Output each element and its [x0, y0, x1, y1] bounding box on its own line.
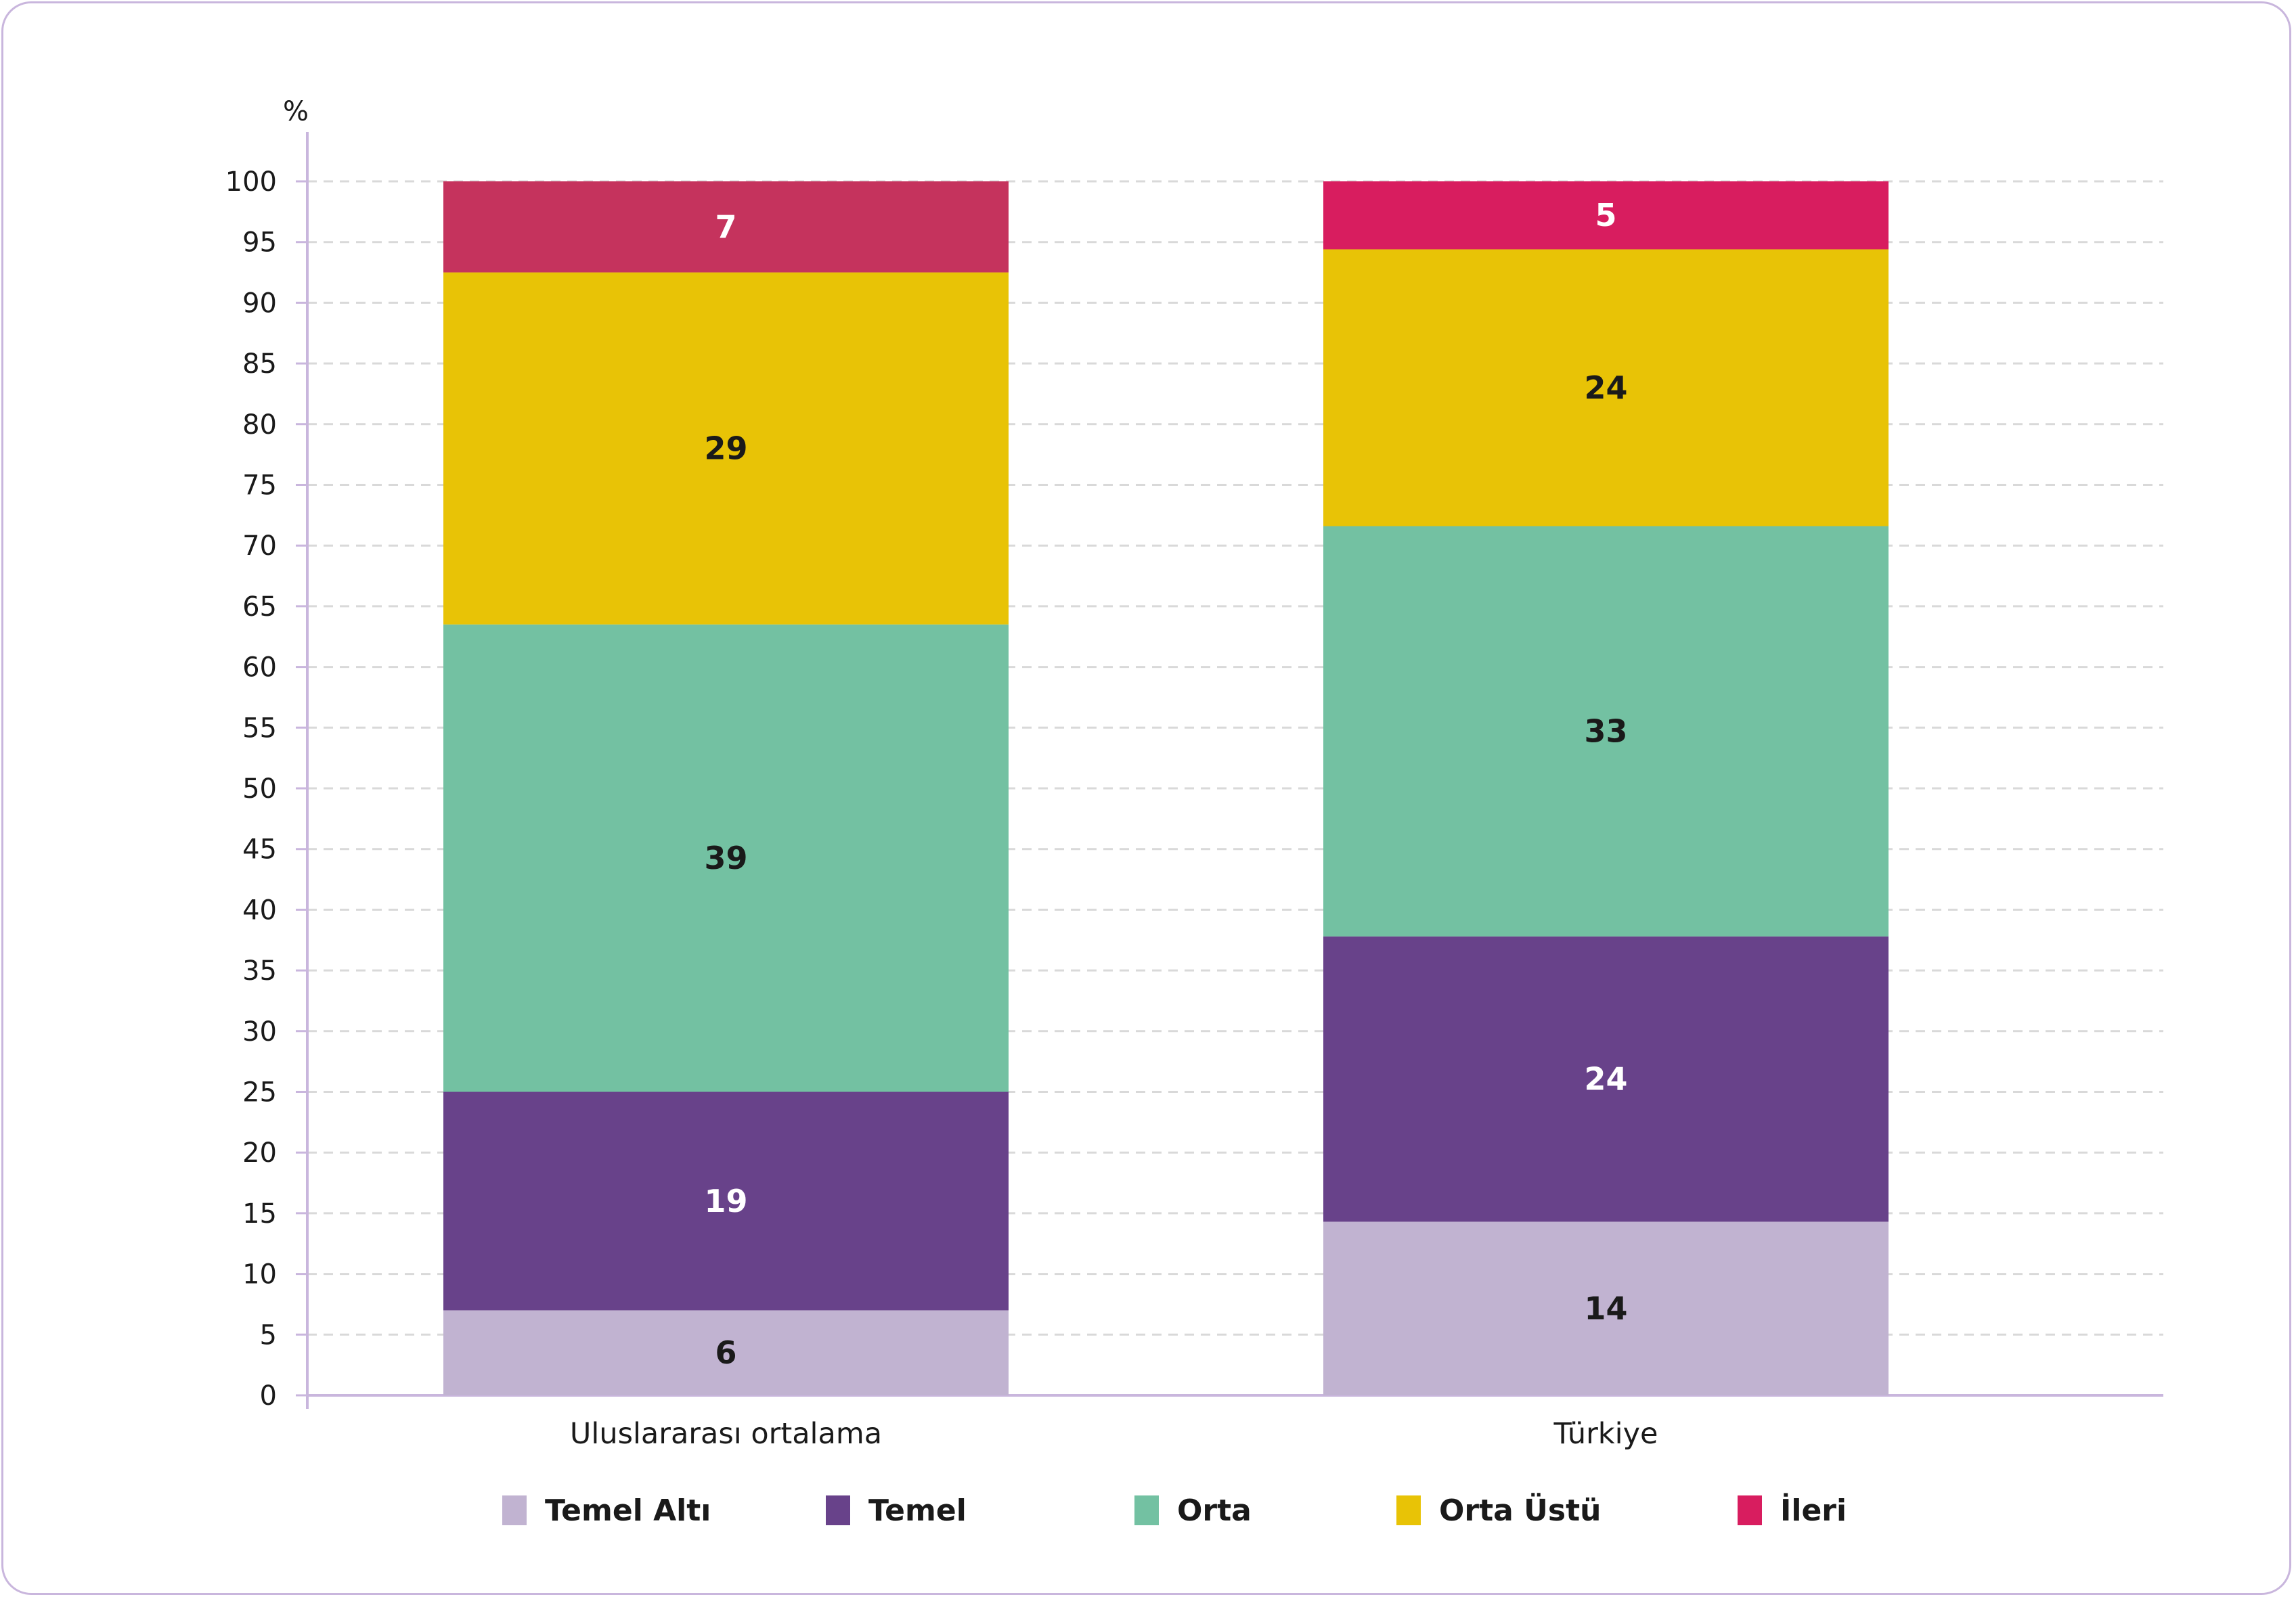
bar-segment	[443, 1310, 1009, 1395]
legend-label: Orta Üstü	[1439, 1492, 1601, 1528]
data-label: 14	[1584, 1290, 1627, 1327]
data-label: 24	[1584, 369, 1627, 406]
legend-swatch	[826, 1495, 850, 1525]
bar-segment	[443, 272, 1009, 625]
data-label: 29	[704, 430, 747, 467]
legend-swatch	[502, 1495, 527, 1525]
legend-swatch	[1396, 1495, 1421, 1525]
bar-segment	[443, 181, 1009, 273]
x-category-label: Uluslararası ortalama	[570, 1417, 882, 1451]
y-tick-label: 35	[242, 955, 277, 987]
data-label: 24	[1584, 1061, 1627, 1098]
y-axis-unit: %	[283, 96, 309, 127]
y-tick-label: 40	[242, 895, 277, 926]
legend-swatch	[1134, 1495, 1159, 1525]
y-tick-label: 20	[242, 1138, 277, 1169]
legend-label: Temel	[868, 1493, 967, 1528]
y-tick-label: 90	[242, 288, 277, 319]
y-tick-label: 5	[260, 1320, 277, 1351]
data-label: 19	[704, 1183, 747, 1219]
y-tick-label: 100	[225, 166, 277, 198]
data-label: 5	[1595, 197, 1616, 233]
legend-label: Orta	[1177, 1493, 1252, 1528]
y-tick-label: 15	[242, 1198, 277, 1230]
data-label: 6	[715, 1334, 736, 1371]
bar-segment	[1323, 249, 1889, 526]
bar-segment	[443, 624, 1009, 1092]
y-tick-label: 10	[242, 1259, 277, 1290]
bar-segment	[1323, 526, 1889, 937]
data-label: 39	[704, 840, 747, 876]
legend-label: İleri	[1780, 1492, 1847, 1528]
legend: Temel Altı Temel Orta Orta Üstü İleri	[502, 1492, 1847, 1528]
y-tick-label: 0	[260, 1380, 277, 1412]
y-tick-label: 70	[242, 531, 277, 562]
bar-segment	[1323, 1221, 1889, 1395]
legend-label: Temel Altı	[545, 1493, 711, 1528]
y-tick-label: 60	[242, 652, 277, 683]
y-tick-label: 50	[242, 773, 277, 805]
stacked-bar-chart: %051015202530354045505560657075808590951…	[225, 96, 2163, 1528]
x-axis-categories: Uluslararası ortalama Türkiye	[570, 1417, 1658, 1451]
bar-segment	[443, 1091, 1009, 1311]
bars: 6 19 39 29 7 14 24 33 24 5	[443, 181, 1889, 1395]
bar-segment	[1323, 181, 1889, 250]
y-tick-label: 80	[242, 409, 277, 441]
y-tick-label: 85	[242, 348, 277, 380]
x-category-label: Türkiye	[1553, 1417, 1658, 1451]
data-label: 7	[715, 208, 736, 245]
y-tick-label: 65	[242, 591, 277, 623]
legend-swatch	[1738, 1495, 1762, 1525]
y-tick-label: 75	[242, 470, 277, 501]
data-label: 33	[1584, 713, 1627, 750]
y-tick-label: 45	[242, 834, 277, 865]
y-tick-label: 55	[242, 713, 277, 744]
y-tick-label: 30	[242, 1016, 277, 1048]
y-tick-label: 25	[242, 1077, 277, 1108]
y-tick-label: 95	[242, 227, 277, 258]
bar-segment	[1323, 936, 1889, 1222]
